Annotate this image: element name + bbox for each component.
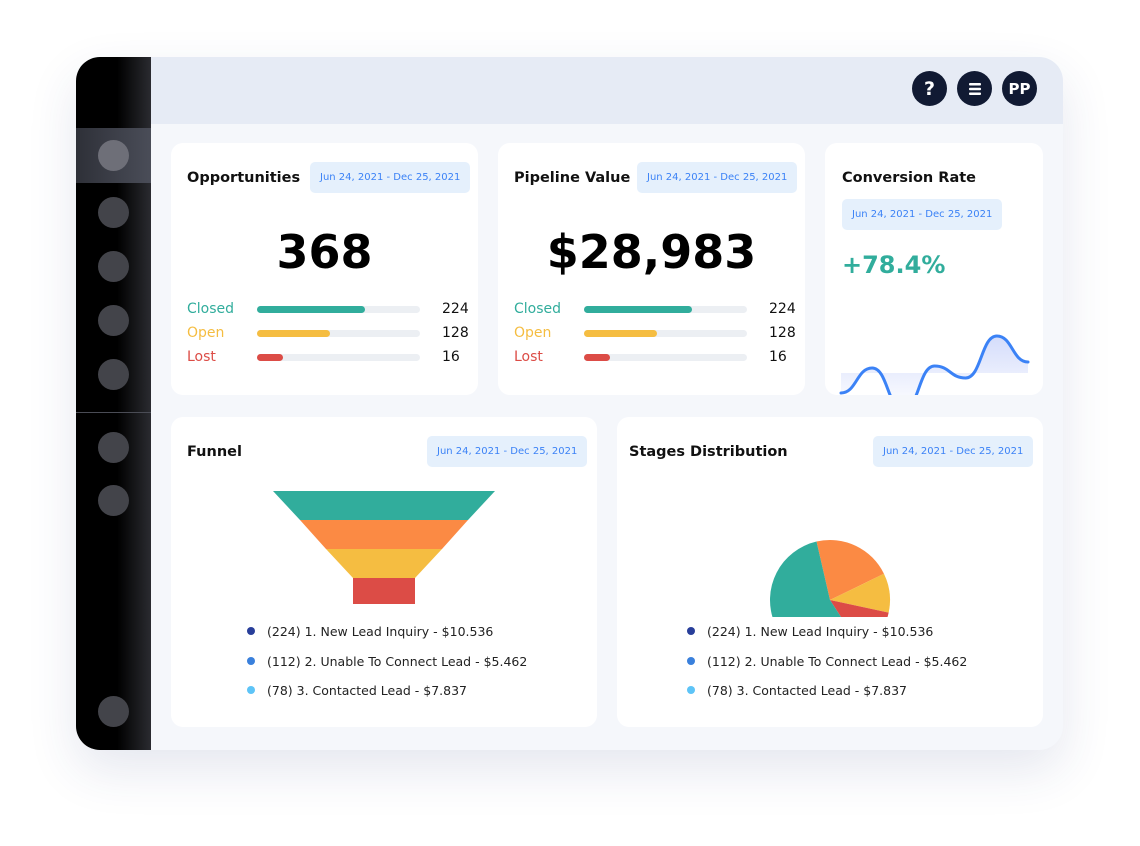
conversion-sparkline (839, 334, 1030, 395)
legend-item: (224) 1. New Lead Inquiry - $10.536 (247, 624, 493, 639)
status-count: 16 (769, 349, 787, 365)
funnel-stage-1 (273, 491, 495, 520)
legend-item: (112) 2. Unable To Connect Lead - $5.462 (247, 654, 527, 669)
progress-fill (584, 306, 692, 313)
sidebar (76, 57, 151, 750)
pipeline-value-card: Pipeline Value Jun 24, 2021 - Dec 25, 20… (498, 143, 805, 395)
sidebar-item-8[interactable] (98, 696, 129, 727)
progress-fill (584, 330, 658, 337)
sidebar-item-4[interactable] (98, 305, 129, 336)
menu-button[interactable] (957, 71, 992, 106)
status-row-lost: Lost 16 (514, 349, 793, 365)
funnel-stage-2 (300, 520, 468, 549)
legend-item: (224) 1. New Lead Inquiry - $10.536 (687, 624, 933, 639)
card-title: Stages Distribution (629, 444, 788, 460)
status-count: 128 (442, 325, 469, 341)
status-label: Closed (187, 301, 235, 317)
sidebar-item-5[interactable] (98, 359, 129, 390)
status-label: Open (514, 325, 552, 341)
status-row-open: Open 128 (514, 325, 796, 341)
legend-text: (112) 2. Unable To Connect Lead - $5.462 (267, 653, 528, 669)
legend-dot-icon (247, 656, 255, 665)
status-label: Closed (514, 301, 562, 317)
legend-text: (224) 1. New Lead Inquiry - $10.536 (707, 624, 934, 639)
card-title: Conversion Rate (842, 170, 977, 186)
status-count: 16 (442, 349, 460, 365)
sparkline-area (841, 336, 1028, 395)
conversion-rate-card: Conversion Rate Jun 24, 2021 - Dec 25, 2… (825, 143, 1043, 395)
legend-text: (78) 3. Contacted Lead - $7.837 (267, 683, 467, 698)
date-range-picker[interactable]: Jun 24, 2021 - Dec 25, 2021 (310, 162, 471, 193)
status-count: 224 (769, 301, 796, 317)
legend-item: (112) 2. Unable To Connect Lead - $5.462 (687, 654, 967, 669)
pie-slice-2 (830, 573, 890, 613)
status-row-open: Open 128 (187, 325, 469, 341)
status-row-closed: Closed 224 (187, 301, 469, 317)
progress-track (257, 306, 420, 313)
app-window: ? PP Opportunities Jun 24, 2021 - Dec 25… (76, 57, 1063, 750)
card-title: Pipeline Value (514, 170, 631, 186)
card-title: Opportunities (187, 170, 301, 186)
status-count: 128 (769, 325, 796, 341)
date-range-picker[interactable]: Jun 24, 2021 - Dec 25, 2021 (842, 199, 1003, 230)
date-range-picker[interactable]: Jun 24, 2021 - Dec 25, 2021 (873, 436, 1034, 467)
progress-fill (257, 354, 284, 361)
progress-track (584, 330, 747, 337)
status-row-lost: Lost 16 (187, 349, 466, 365)
legend-dot-icon (687, 686, 695, 694)
progress-fill (257, 330, 331, 337)
pie-slice-1 (816, 540, 884, 600)
date-range-picker[interactable]: Jun 24, 2021 - Dec 25, 2021 (637, 162, 798, 193)
header-bar: ? PP (151, 57, 1063, 124)
status-label: Open (187, 325, 225, 341)
conversion-rate-value: +78.4% (842, 251, 946, 279)
progress-track (257, 330, 420, 337)
opportunities-card: Opportunities Jun 24, 2021 - Dec 25, 202… (171, 143, 478, 395)
progress-fill (584, 354, 611, 361)
user-avatar[interactable]: PP (1002, 71, 1037, 106)
legend-item: (78) 3. Contacted Lead - $7.837 (687, 683, 907, 698)
status-row-closed: Closed 224 (514, 301, 796, 317)
help-button[interactable]: ? (912, 71, 947, 106)
legend-dot-icon (247, 686, 255, 694)
date-range-picker[interactable]: Jun 24, 2021 - Dec 25, 2021 (427, 436, 588, 467)
legend-dot-icon (687, 627, 695, 635)
legend-item: (78) 3. Contacted Lead - $7.837 (247, 683, 467, 698)
question-icon: ? (923, 77, 936, 100)
stages-distribution-card: Stages Distribution Jun 24, 2021 - Dec 2… (617, 417, 1043, 727)
progress-track (257, 354, 420, 361)
funnel-card: Funnel Jun 24, 2021 - Dec 25, 2021 (224)… (171, 417, 597, 727)
legend-text: (112) 2. Unable To Connect Lead - $5.462 (707, 653, 968, 669)
funnel-stage-3 (326, 549, 442, 578)
stages-pie-chart (770, 540, 890, 617)
menu-icon (968, 82, 981, 95)
sidebar-divider (76, 412, 151, 413)
sidebar-item-3[interactable] (98, 251, 129, 282)
sparkline-line (839, 334, 1030, 395)
sidebar-item-7[interactable] (98, 485, 129, 516)
funnel-chart (273, 491, 495, 604)
status-label: Lost (514, 349, 543, 365)
funnel-stage-4 (353, 578, 415, 604)
pie-slice-3 (830, 600, 889, 617)
sidebar-item-6[interactable] (98, 432, 129, 463)
legend-text: (78) 3. Contacted Lead - $7.837 (707, 683, 907, 698)
pie-slice-4 (770, 541, 841, 617)
legend-dot-icon (247, 627, 255, 635)
progress-fill (257, 306, 365, 313)
sidebar-item-2[interactable] (98, 197, 129, 228)
legend-text: (224) 1. New Lead Inquiry - $10.536 (267, 624, 494, 639)
status-count: 224 (442, 301, 469, 317)
sidebar-item-1[interactable] (98, 140, 129, 171)
card-title: Funnel (187, 444, 242, 460)
progress-track (584, 306, 747, 313)
legend-dot-icon (687, 656, 695, 665)
progress-track (584, 354, 747, 361)
pipeline-value: $28,983 (546, 225, 757, 279)
status-label: Lost (187, 349, 216, 365)
opportunities-count: 368 (276, 225, 373, 279)
